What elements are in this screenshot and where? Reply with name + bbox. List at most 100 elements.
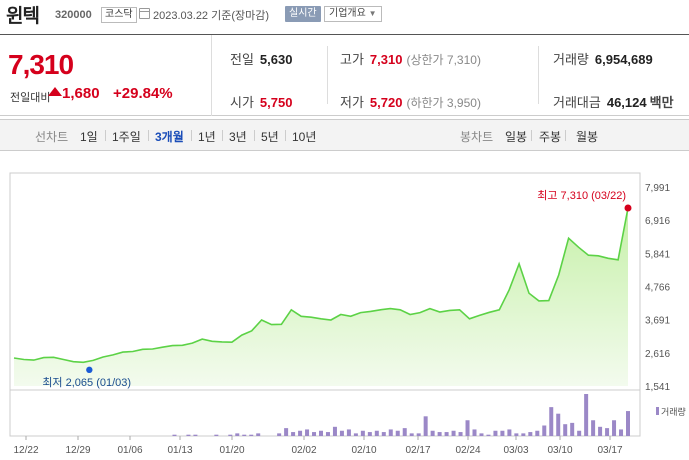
price-line: [13, 207, 629, 364]
volume-bar: [360, 430, 365, 436]
tab-separator: [191, 130, 192, 141]
x-tick-label: 12/29: [65, 445, 90, 456]
min-point: [86, 366, 93, 374]
volume-bar: [395, 430, 400, 436]
price-chart-svg: 7,991 6,916 5,841 4,766 3,691 2,616 1,541 최고 7,…: [9, 172, 686, 456]
max-label: 최고 7,310 (03/22): [537, 189, 626, 202]
volume-bar: [549, 407, 554, 436]
x-tick-label: 03/17: [597, 445, 622, 456]
company-info-dropdown[interactable]: 기업개요 ▼: [324, 6, 382, 22]
volume-bar: [298, 430, 303, 436]
amount-value: 46,124: [606, 95, 647, 110]
market-badge: 코스닥: [101, 7, 137, 23]
volume-bar: [172, 434, 177, 436]
divider: [327, 46, 328, 104]
volume-bar: [291, 432, 296, 436]
volume-bar: [521, 433, 526, 436]
y-tick-label: 7,991: [645, 183, 670, 194]
volume-bar: [228, 434, 233, 436]
volume-bar: [493, 430, 498, 436]
x-tick-label: 02/17: [405, 445, 430, 456]
volume-bar: [353, 433, 358, 436]
tab-separator: [222, 130, 223, 141]
volume-bar: [325, 432, 330, 436]
low-cell: 저가 5,720 (하한가 3,950): [340, 92, 481, 111]
volume-bar: [430, 430, 435, 436]
open-cell: 시가 5,750: [230, 92, 292, 111]
tab-1d[interactable]: 1일: [80, 130, 98, 144]
tab-weekly[interactable]: 주봉: [539, 130, 562, 144]
x-tick-label: 02/02: [291, 445, 316, 456]
volume-bar: [500, 430, 505, 436]
stock-header: 윈텍 320000 코스닥 2023.03.22 기준(장마감) 실시간 기업개…: [0, 0, 689, 32]
calendar-icon: [139, 8, 150, 19]
x-tick-label: 02/24: [455, 445, 480, 456]
tab-1w[interactable]: 1주일: [112, 130, 141, 144]
min-label: 최저 2,065 (01/03): [42, 376, 131, 389]
volume-bar: [535, 430, 540, 436]
tab-separator: [105, 130, 106, 141]
volume-bar: [332, 426, 337, 436]
x-tick-label: 01/06: [117, 445, 142, 456]
y-tick-label: 1,541: [645, 382, 670, 393]
volume-bar: [214, 434, 219, 436]
volume-bar: [312, 432, 317, 436]
volume-bar: [235, 433, 240, 436]
volume-legend-label: 거래량: [661, 406, 686, 417]
amount-unit: 백만: [649, 95, 674, 110]
volume-bar: [305, 429, 310, 436]
current-price: 7,310: [8, 49, 74, 80]
volume-bar: [381, 432, 386, 436]
stock-code: 320000: [55, 9, 92, 21]
open-value: 5,750: [259, 95, 293, 110]
candle-chart-label: 봉차트: [460, 130, 494, 144]
price-change-pct: +29.84%: [113, 85, 173, 102]
volume-bar: [458, 432, 463, 436]
volume-bar: [388, 429, 393, 436]
stock-name: 윈텍: [6, 6, 40, 27]
x-tick-label: 02/10: [351, 445, 376, 456]
volume-bar: [570, 422, 575, 436]
tab-3y[interactable]: 3년: [229, 130, 247, 144]
price-area: [14, 208, 628, 386]
tab-monthly[interactable]: 월봉: [576, 130, 599, 144]
prev-close-value: 5,630: [259, 52, 293, 67]
price-chart: 7,991 6,916 5,841 4,766 3,691 2,616 1,541 최고 7,…: [0, 151, 689, 460]
volume-bar: [465, 420, 470, 436]
chart-frame: [9, 172, 641, 437]
prev-close-label: 전일: [230, 52, 254, 67]
volume-bar: [591, 420, 596, 436]
volume-bar: [423, 416, 428, 436]
upper-limit: (상한가 7,310): [406, 53, 481, 67]
volume-bar: [563, 424, 568, 436]
volume-bar: [577, 430, 582, 436]
volume-bar: [402, 428, 407, 436]
volume-value: 6,954,689: [594, 52, 653, 67]
x-tick-label: 12/22: [13, 445, 38, 456]
y-tick-label: 6,916: [645, 216, 670, 227]
tab-1y[interactable]: 1년: [198, 130, 216, 144]
volume-bar: [346, 429, 351, 436]
x-tick-label: 03/03: [503, 445, 528, 456]
realtime-button[interactable]: 실시간: [285, 6, 321, 22]
tab-separator: [531, 130, 532, 141]
y-tick-label: 2,616: [645, 349, 670, 360]
volume-bar: [451, 430, 456, 436]
low-label: 저가: [340, 95, 364, 110]
volume-bar: [367, 432, 372, 436]
tab-separator: [285, 130, 286, 141]
x-tick-label: 03/10: [547, 445, 572, 456]
volume-bar: [528, 432, 533, 436]
tab-3m[interactable]: 3개월: [155, 130, 184, 144]
amount-label: 거래대금: [553, 95, 601, 110]
volume-bar: [598, 426, 603, 436]
tab-10y[interactable]: 10년: [292, 130, 317, 144]
volume-bar: [619, 429, 624, 436]
lower-limit: (하한가 3,950): [406, 96, 481, 110]
volume-bar: [319, 430, 323, 436]
volume-bar: [479, 433, 484, 436]
volume-bar: [374, 430, 379, 436]
tab-5y[interactable]: 5년: [261, 130, 279, 144]
volume-bar: [542, 425, 547, 436]
tab-daily[interactable]: 일봉: [505, 130, 528, 144]
